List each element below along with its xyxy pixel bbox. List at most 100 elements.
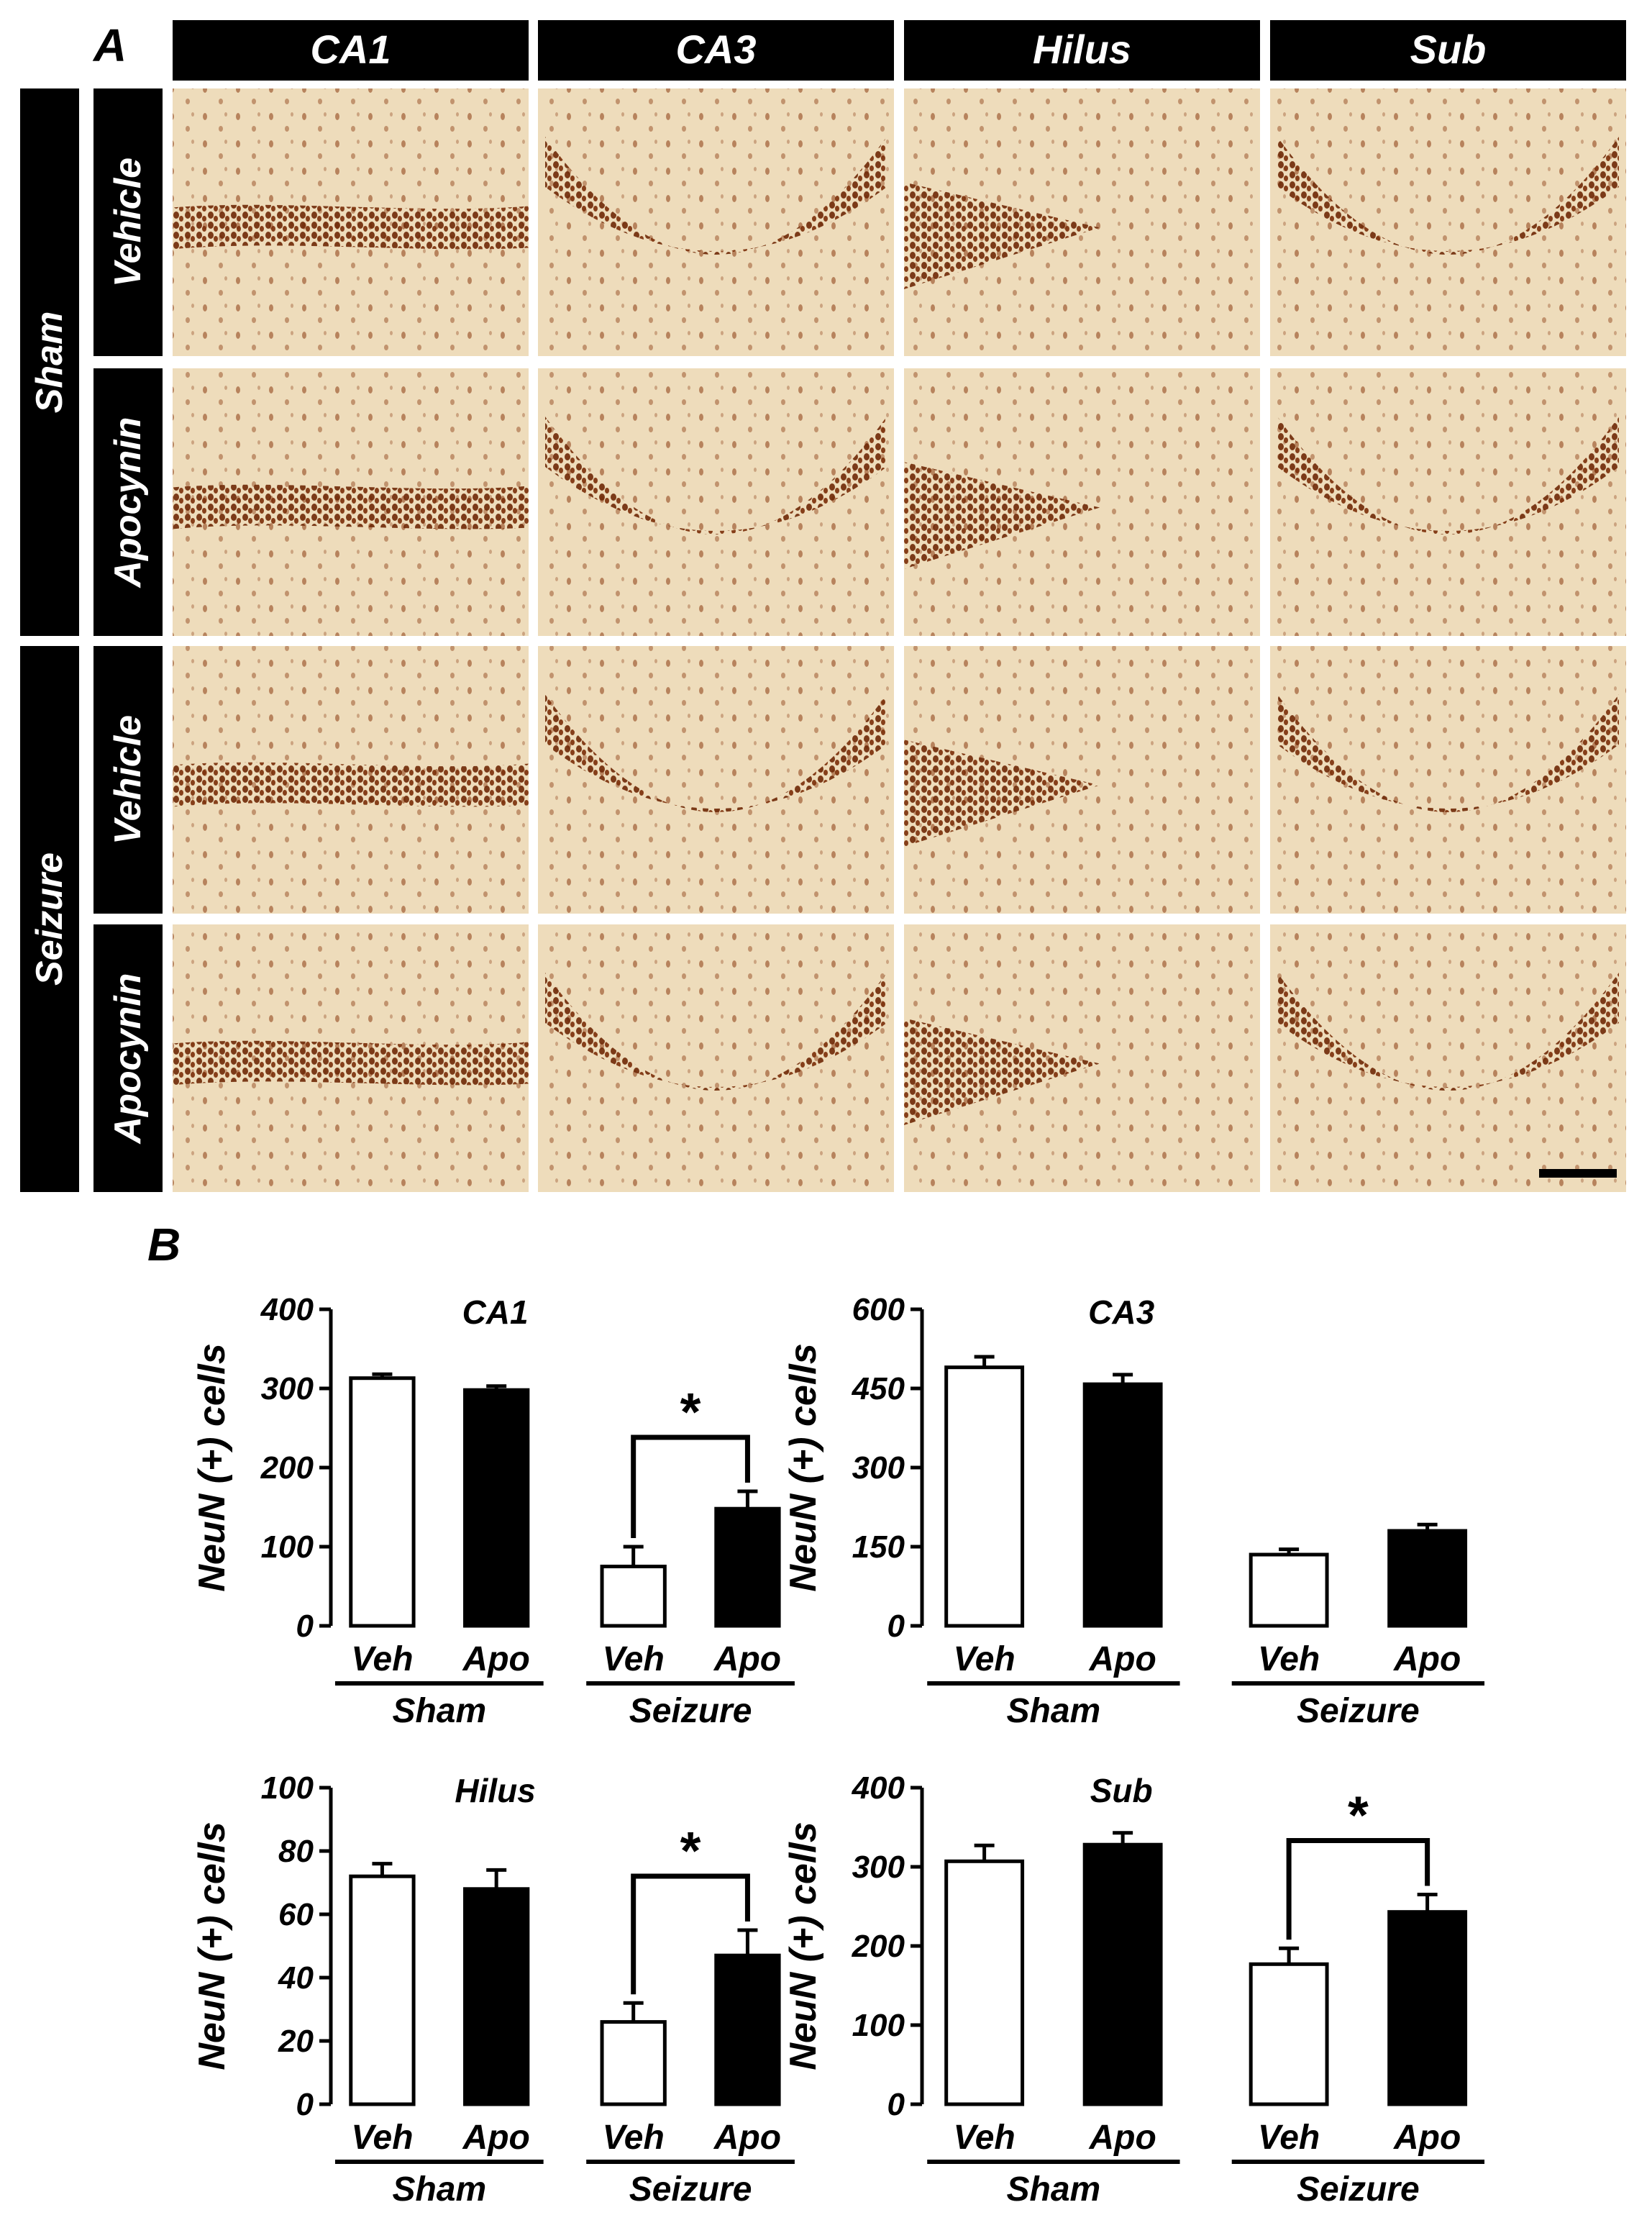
- micrograph-hilus-row-2: [904, 368, 1260, 636]
- bar-veh-seizure: [600, 1565, 667, 1628]
- y-axis-label: NeuN (+) cells: [782, 1343, 824, 1591]
- y-tick-label: 300: [852, 1450, 905, 1486]
- chart-title: CA1: [462, 1293, 529, 1331]
- category-label: Veh: [954, 2119, 1016, 2157]
- y-tick-label: 200: [852, 1929, 905, 1964]
- micrograph-ca1-row-1: [173, 88, 529, 356]
- group-label: Seizure: [1297, 1692, 1420, 1730]
- bar-veh-seizure: [1249, 1962, 1329, 2106]
- bar-apo-sham: [1082, 1842, 1163, 2106]
- micrograph-hilus-row-1: [904, 88, 1260, 356]
- scale-bar: [1539, 1169, 1617, 1178]
- bar-veh-seizure: [600, 2020, 667, 2106]
- column-header-bg: [173, 20, 529, 81]
- column-header-bg: [538, 20, 894, 81]
- significance-bracket: [631, 1434, 750, 1538]
- bar-apo-seizure: [1387, 1910, 1468, 2106]
- micrograph-ca3-row-2: [538, 368, 894, 636]
- category-label: Apo: [1088, 1640, 1156, 1678]
- y-tick-label: 450: [852, 1371, 905, 1406]
- significance-star: *: [680, 1382, 701, 1442]
- y-tick-label: 100: [261, 1529, 314, 1565]
- bar-apo-sham: [463, 1887, 530, 2106]
- y-tick-label: 40: [278, 1960, 314, 1996]
- bar-veh-sham: [944, 1365, 1025, 1628]
- y-tick-label: 0: [887, 1609, 905, 1644]
- group-label-sham: Sham: [29, 311, 70, 414]
- group-label: Seizure: [629, 2170, 752, 2209]
- treatment-label-vehicle: Vehicle: [107, 158, 149, 287]
- chart-title: CA3: [1088, 1293, 1154, 1331]
- bar-veh-seizure: [1249, 1552, 1329, 1628]
- treatment-label-bg: [93, 88, 163, 356]
- y-axis-label: NeuN (+) cells: [191, 1822, 233, 2070]
- y-tick-label: 100: [261, 1770, 314, 1806]
- y-tick-label: 60: [278, 1897, 314, 1932]
- category-label: Apo: [713, 1640, 781, 1678]
- y-tick-label: 300: [852, 1850, 905, 1885]
- y-tick-label: 300: [261, 1371, 314, 1406]
- bar-apo-seizure: [714, 1506, 781, 1628]
- group-label: Sham: [1007, 1692, 1101, 1730]
- group-label: Seizure: [629, 1692, 752, 1730]
- micrograph-hilus-row-4: [904, 924, 1260, 1192]
- bar-apo-seizure: [714, 1953, 781, 2106]
- bar-apo-sham: [463, 1388, 530, 1628]
- treatment-label-bg: [93, 646, 163, 914]
- panel-a-letter: A: [92, 19, 127, 71]
- chart-title: Hilus: [455, 1772, 535, 1809]
- micrograph-sub-row-4: [1270, 924, 1626, 1192]
- significance-star: *: [680, 1821, 701, 1880]
- category-label: Veh: [603, 1640, 665, 1678]
- y-tick-label: 400: [260, 1292, 314, 1327]
- category-label: Apo: [713, 2119, 781, 2157]
- column-header-bg: [1270, 20, 1626, 81]
- significance-bracket: [631, 1873, 750, 1995]
- chart-ca1: 0 100 200 300 400 NeuN (+) cells CA1 Veh Apo Veh A…: [191, 1292, 795, 1730]
- micrograph-sub-row-3: [1270, 646, 1626, 914]
- chart-sub: 0 100 200 300 400 NeuN (+) cells Sub Veh Apo Veh A…: [782, 1770, 1485, 2209]
- y-axis-label: NeuN (+) cells: [782, 1822, 824, 2070]
- micrograph-ca3-row-4: [538, 924, 894, 1192]
- group-label-bg: [20, 88, 79, 636]
- micrograph-ca1-row-2: [173, 368, 529, 636]
- y-axis-label: NeuN (+) cells: [191, 1343, 233, 1591]
- panel-a-micrographs: CA1 CA3 Hilus Sub Sham Vehicle Apocynin Seizure…: [20, 20, 1626, 1192]
- significance-star: *: [1348, 1786, 1369, 1845]
- y-tick-label: 20: [278, 2024, 314, 2059]
- group-label: Sham: [1007, 2170, 1101, 2209]
- micrograph-sub-row-2: [1270, 368, 1626, 636]
- chart-title: Sub: [1090, 1772, 1153, 1809]
- treatment-label-apocynin: Apocynin: [107, 973, 149, 1145]
- micrograph-ca3-row-3: [538, 646, 894, 914]
- category-label: Veh: [1258, 1640, 1320, 1678]
- y-tick-label: 0: [296, 2087, 314, 2122]
- treatment-label-apocynin: Apocynin: [107, 417, 149, 589]
- significance-bracket: [1286, 1838, 1430, 1940]
- category-label: Veh: [351, 1640, 413, 1678]
- category-label: Apo: [462, 2119, 530, 2157]
- category-label: Apo: [1393, 1640, 1461, 1678]
- y-tick-label: 400: [852, 1770, 905, 1806]
- treatment-label-vehicle: Vehicle: [107, 715, 149, 845]
- category-label: Apo: [1088, 2119, 1156, 2157]
- micrograph-ca1-row-4: [173, 924, 529, 1192]
- category-label: Apo: [462, 1640, 530, 1678]
- y-tick-label: 600: [852, 1292, 905, 1327]
- y-tick-label: 0: [296, 1609, 314, 1644]
- bar-apo-sham: [1082, 1382, 1163, 1628]
- group-label-bg: [20, 646, 79, 1192]
- column-header-ca1: CA1: [310, 27, 391, 72]
- micrograph-ca3-row-1: [538, 88, 894, 356]
- treatment-label-bg: [93, 368, 163, 636]
- y-tick-label: 200: [260, 1450, 314, 1486]
- bar-veh-sham: [349, 1874, 416, 2106]
- group-label: Seizure: [1297, 2170, 1420, 2209]
- category-label: Apo: [1393, 2119, 1461, 2157]
- group-label: Sham: [392, 1692, 486, 1730]
- column-header-hilus: Hilus: [1033, 27, 1131, 72]
- group-label: Sham: [392, 2170, 486, 2209]
- micrograph-sub-row-1: [1270, 88, 1626, 356]
